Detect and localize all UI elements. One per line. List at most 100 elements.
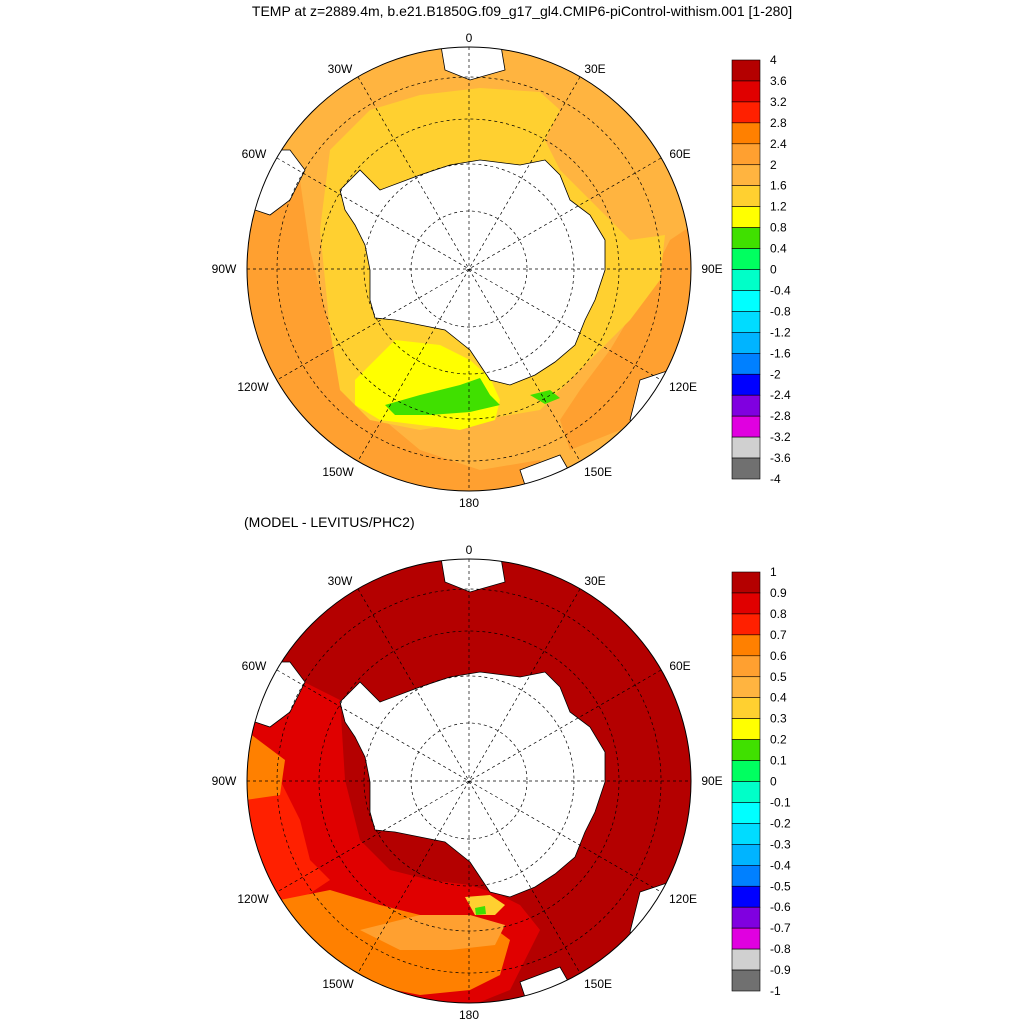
lon-label-120e: 120E [669,892,697,906]
lon-label-30w: 30W [328,62,353,76]
lon-label-30e: 30E [584,62,605,76]
colorbar-swatch [731,697,761,719]
lon-label-120w: 120W [237,892,269,906]
colorbar-tick-label: -0.1 [770,795,791,809]
lon-label-60e: 60E [669,147,690,161]
colorbar-swatch [731,436,761,459]
colorbar-tick-label: 0.3 [770,712,787,726]
colorbar-tick-label: -0.5 [770,879,791,893]
colorbar-tick-label: 1.2 [770,200,787,214]
colorbar-tick-label: 2.8 [770,116,787,130]
colorbar-swatch [731,59,761,82]
colorbar-tick-label: 0.8 [770,221,787,235]
colorbar-difference: 1 0.9 0.8 0.7 0.6 0.5 0.4 0.3 0.2 0.1 0 -0.1 -0.2 -0.… [731,565,791,998]
colorbar-swatch [731,122,761,145]
colorbar-swatch [731,143,761,166]
colorbar-tick-label: -1 [770,984,781,998]
colorbar-swatch [731,760,761,782]
colorbar-tick-label: 0.4 [770,242,787,256]
map-border [246,558,692,1004]
colorbar-swatch [731,227,761,249]
colorbar-swatch [731,457,761,480]
longitude-labels: 0 30E 60E 90E 120E 150E 180 150W 120W 90… [212,31,723,510]
colorbar-tick-label: -0.8 [770,942,791,956]
colorbar-swatch [731,634,761,657]
graticule [247,559,691,1003]
graticule [247,47,691,491]
region-ross-light-orange [360,915,505,950]
region-ross-yellow [465,895,505,915]
colorbar-swatch [731,906,761,929]
colorbar-tick-label: 0.7 [770,628,787,642]
colorbar-tick-label: -3.6 [770,451,791,465]
colorbar-swatch [731,571,761,594]
colorbar-swatch [731,164,761,187]
lon-label-0: 0 [466,543,473,557]
colorbar-tick-label: -1.6 [770,346,791,360]
lon-label-60w: 60W [242,147,267,161]
lon-label-30w: 30W [328,574,353,588]
colorbar-tick-label: 0.1 [770,754,787,768]
antarctica-landmass [339,671,606,898]
region-ross-green [475,906,486,915]
colorbar-swatch [731,948,761,971]
region-west-pacific-band [247,780,330,900]
colorbar-swatch [731,248,761,270]
colorbar-swatch [731,781,761,803]
colorbar-tick-label: 0.2 [770,733,787,747]
colorbar-swatch [731,655,761,678]
colorbar-swatch [731,394,761,417]
colorbar-tick-label: -2 [770,367,781,381]
colorbar-swatch [731,802,761,824]
colorbar-tick-label: 3.6 [770,74,787,88]
colorbar-tick-label: 0 [770,775,777,789]
colorbar-swatch [731,332,761,354]
colorbar-swatch [731,290,761,312]
colorbar-tick-label: -0.8 [770,304,791,318]
lon-label-120e: 120E [669,380,697,394]
lon-label-180: 180 [459,1008,479,1022]
region-ross-sea-green [385,378,500,415]
colorbar-tick-label: -3.2 [770,430,791,444]
colorbar-swatch [731,676,761,699]
lon-label-120w: 120W [237,380,269,394]
lon-label-180: 180 [459,496,479,510]
lon-label-90w: 90W [212,774,237,788]
colorbar-tick-label: 0.5 [770,670,787,684]
colorbar-tick-label: 0.8 [770,607,787,621]
colorbar-swatch [731,592,761,615]
colorbar-tick-label: 4 [770,53,777,67]
colorbar-swatch [731,269,761,291]
colorbar-swatch [731,885,761,908]
colorbar-swatch [731,969,761,992]
colorbar-swatch [731,373,761,396]
colorbar-tick-label: 0.6 [770,649,787,663]
colorbar-tick-label: -0.9 [770,963,791,977]
colorbar-swatch [731,823,761,845]
colorbar-tick-label: -0.6 [770,900,791,914]
colorbar-tick-label: -0.2 [770,816,791,830]
colorbar-swatch [731,739,761,761]
antarctica-landmass [339,159,606,386]
colorbar-swatch [731,415,761,438]
land-africa-tip [439,47,506,81]
land-africa-tip [439,559,506,593]
colorbar-tick-label: 2 [770,158,777,172]
region-west-edge-orange [247,730,285,800]
lon-label-60e: 60E [669,659,690,673]
panel-subtitle: (MODEL - LEVITUS/PHC2) [244,514,415,530]
colorbar-swatch [731,311,761,333]
colorbar-tick-label: 0.4 [770,691,787,705]
colorbar-swatch [731,352,761,375]
lon-label-60w: 60W [242,659,267,673]
colorbar-tick-label: 1 [770,565,777,579]
longitude-labels: 0 30E 60E 90E 120E 150E 180 150W 120W 90… [212,543,723,1022]
figure-title: TEMP at z=2889.4m, b.e21.B1850G.f09_g17_… [252,3,792,19]
lon-label-150w: 150W [322,977,354,991]
colorbar-tick-label: -0.4 [770,283,791,297]
lon-label-30e: 30E [584,574,605,588]
region-outer-orange-west [247,180,560,491]
lon-label-150e: 150E [584,977,612,991]
colorbar-tick-label: 2.4 [770,137,787,151]
colorbar-tick-label: -0.4 [770,858,791,872]
